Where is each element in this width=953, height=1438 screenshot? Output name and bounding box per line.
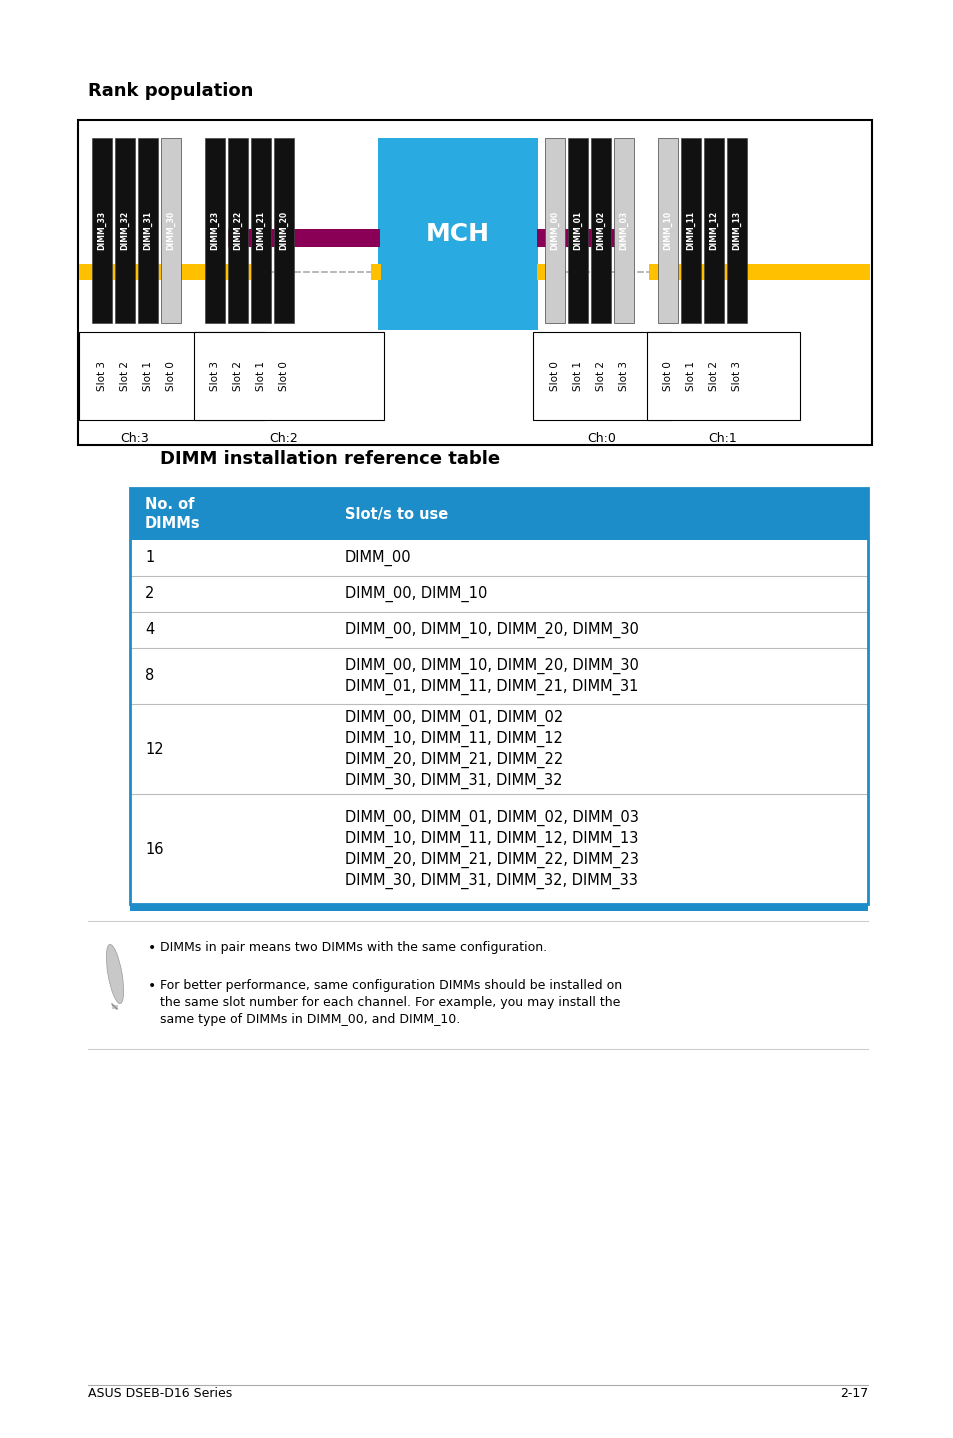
Bar [614,138,634,324]
Text: •: • [148,979,156,994]
Text: DIMM_21: DIMM_21 [256,211,265,250]
Bar [228,138,248,324]
Text: For better performance, same configuration DIMMs should be installed on
the same: For better performance, same configurati… [160,979,621,1025]
Text: DIMM_20: DIMM_20 [279,211,288,250]
Bar [205,138,225,324]
Bar [130,794,867,905]
Text: Slot 1: Slot 1 [255,361,266,391]
Bar [130,577,867,613]
Text: DIMM_00, DIMM_01, DIMM_02, DIMM_03
DIMM_10, DIMM_11, DIMM_12, DIMM_13
DIMM_20, D: DIMM_00, DIMM_01, DIMM_02, DIMM_03 DIMM_… [345,810,639,889]
Bar [79,332,265,420]
Bar [161,138,181,324]
Bar [544,138,564,324]
Text: 16: 16 [145,841,163,857]
Text: Slot 0: Slot 0 [550,361,559,391]
Text: 4: 4 [145,623,154,637]
Text: DIMM_00, DIMM_01, DIMM_02
DIMM_10, DIMM_11, DIMM_12
DIMM_20, DIMM_21, DIMM_22
DI: DIMM_00, DIMM_01, DIMM_02 DIMM_10, DIMM_… [345,709,562,788]
Bar [138,138,158,324]
Text: 2-17: 2-17 [839,1388,867,1401]
Text: DIMM_30: DIMM_30 [166,211,175,250]
Text: DIMM_03: DIMM_03 [618,211,628,250]
Bar [680,138,700,324]
Text: Slot 1: Slot 1 [143,361,152,391]
Bar [130,541,867,577]
Text: 12: 12 [145,742,164,756]
Text: DIMM_10: DIMM_10 [662,211,672,250]
Text: DIMM_32: DIMM_32 [120,211,130,250]
Bar [251,138,271,324]
Bar [703,138,723,324]
Text: 1: 1 [145,551,154,565]
Text: DIMM_11: DIMM_11 [686,211,695,250]
Text: DIMM_02: DIMM_02 [596,211,605,250]
Text: DIMM_22: DIMM_22 [233,211,242,250]
Text: Slot 2: Slot 2 [233,361,243,391]
Text: Ch:1: Ch:1 [708,431,737,444]
Text: Ch:0: Ch:0 [587,431,616,444]
Text: DIMM_31: DIMM_31 [143,211,152,250]
Text: DIMM_23: DIMM_23 [211,211,219,250]
Bar [726,138,746,324]
Text: Slot 3: Slot 3 [97,361,107,391]
Text: Slot 2: Slot 2 [596,361,605,391]
Text: DIMM_01: DIMM_01 [573,211,582,250]
Ellipse shape [106,945,124,1004]
Text: Ch:2: Ch:2 [270,431,298,444]
Text: Slot 1: Slot 1 [685,361,696,391]
Text: DIMM_33: DIMM_33 [97,211,107,250]
Text: 2: 2 [145,587,154,601]
Bar [648,265,869,280]
Bar [78,119,871,444]
Text: Slot 2: Slot 2 [708,361,719,391]
Text: MCH: MCH [426,221,490,246]
Text: Slot 0: Slot 0 [278,361,289,391]
Text: DIMM_00, DIMM_10, DIMM_20, DIMM_30
DIMM_01, DIMM_11, DIMM_21, DIMM_31: DIMM_00, DIMM_10, DIMM_20, DIMM_30 DIMM_… [345,657,639,695]
Text: DIMM_00, DIMM_10, DIMM_20, DIMM_30: DIMM_00, DIMM_10, DIMM_20, DIMM_30 [345,621,639,638]
Text: Slot 0: Slot 0 [662,361,672,391]
Text: DIMM_00, DIMM_10: DIMM_00, DIMM_10 [345,585,487,603]
Text: DIMM_00: DIMM_00 [345,549,411,567]
Bar [646,332,800,420]
Bar [274,138,294,324]
Bar [130,705,867,794]
Bar [79,265,262,280]
Text: Slot/s to use: Slot/s to use [345,506,448,522]
Text: DIMM installation reference table: DIMM installation reference table [160,450,499,467]
Bar [130,487,867,541]
Text: Slot 2: Slot 2 [120,361,130,391]
Text: •: • [148,940,156,955]
Bar [537,229,628,247]
Text: DIMM_12: DIMM_12 [709,211,718,250]
Text: Slot 3: Slot 3 [210,361,220,391]
Text: No. of
DIMMs: No. of DIMMs [145,498,200,531]
Text: DIMM_13: DIMM_13 [732,211,740,250]
Bar [377,138,537,329]
Bar [130,487,867,905]
Bar [91,138,112,324]
Text: Slot 3: Slot 3 [731,361,741,391]
Text: DIMM_00: DIMM_00 [550,211,559,250]
Text: Rank population: Rank population [88,82,253,101]
Bar [228,229,379,247]
Bar [371,265,380,280]
Text: Slot 1: Slot 1 [573,361,582,391]
Text: Ch:3: Ch:3 [120,431,150,444]
Bar [193,332,384,420]
Bar [590,138,610,324]
Bar [658,138,678,324]
Bar [533,332,670,420]
Bar [130,905,867,912]
Bar [130,649,867,705]
Bar [115,138,135,324]
Text: Slot 3: Slot 3 [618,361,628,391]
Bar [567,138,587,324]
Text: Slot 0: Slot 0 [166,361,175,391]
Text: 8: 8 [145,669,154,683]
Bar [537,265,546,280]
Text: DIMMs in pair means two DIMMs with the same configuration.: DIMMs in pair means two DIMMs with the s… [160,940,547,953]
Bar [130,613,867,649]
Text: ASUS DSEB-D16 Series: ASUS DSEB-D16 Series [88,1388,232,1401]
